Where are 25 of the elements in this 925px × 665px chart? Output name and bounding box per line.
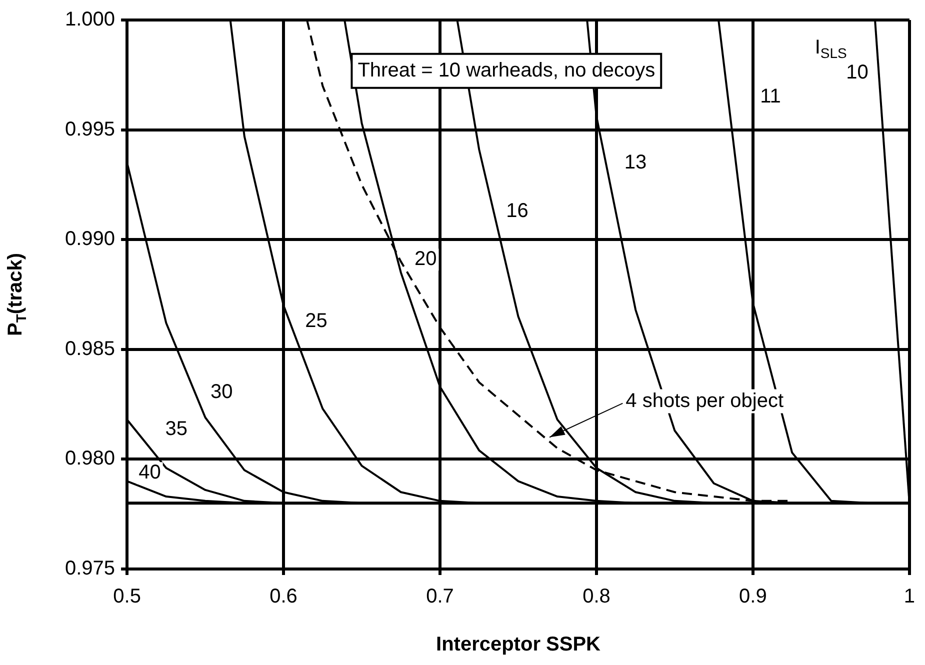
series-label: 11	[760, 85, 781, 108]
series-label: 10	[846, 61, 868, 84]
x-tick-label: 0.7	[426, 586, 454, 608]
y-tick-label: 0.990	[64, 228, 116, 250]
x-tick-label: 0.6	[270, 586, 298, 608]
x-axis-title: Interceptor SSPK	[436, 634, 602, 656]
y-tick-label: 0.975	[64, 558, 116, 580]
y-tick-label: 1.000	[64, 8, 116, 31]
annotation: Threat = 10 warheads, no decoys	[358, 59, 656, 82]
series-label: 16	[506, 200, 528, 222]
x-tick-label: 0.8	[582, 586, 610, 608]
series-label: 13	[624, 151, 647, 174]
y-tick-label: 0.985	[64, 338, 116, 360]
y-tick-label: 0.995	[64, 118, 116, 140]
series-label: 20	[414, 248, 437, 270]
series-label: 30	[210, 380, 233, 403]
x-tick-label: 0.5	[113, 586, 141, 608]
y-axis-title: PT(track)	[4, 252, 29, 336]
y-tick-label: 0.980	[64, 448, 116, 470]
series-label: 40	[138, 462, 161, 484]
series-label: 25	[305, 310, 328, 332]
x-tick-label: 1	[904, 586, 915, 608]
series-label: 35	[165, 418, 188, 440]
annotation: 4 shots per object	[626, 390, 784, 412]
x-tick-label: 0.9	[739, 586, 767, 608]
